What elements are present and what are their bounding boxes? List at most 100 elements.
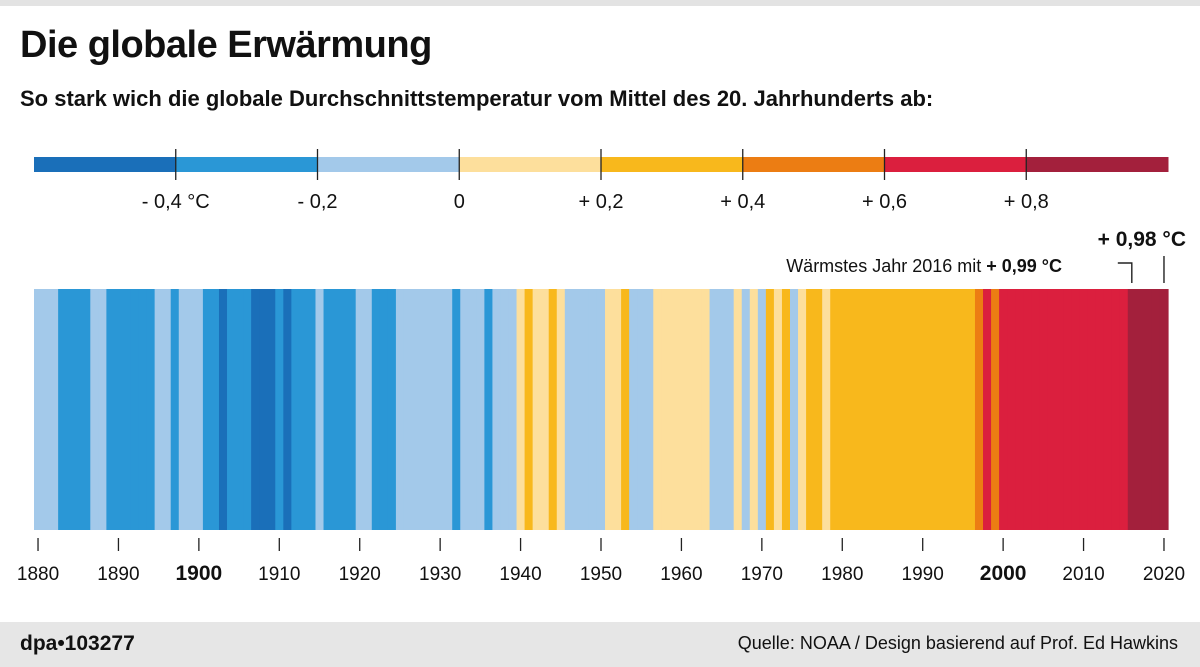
stripe-1921 xyxy=(363,289,373,530)
stripe-1927 xyxy=(412,289,421,530)
annotation-warmest-year: Wärmstes Jahr 2016 mit + 0,99 °C xyxy=(786,256,1062,276)
footer: dpa•103277 Quelle: NOAA / Design basiere… xyxy=(0,622,1200,667)
stripe-1979 xyxy=(830,289,839,530)
stripe-1914 xyxy=(307,289,317,530)
x-tick-label: 1910 xyxy=(258,564,300,585)
stripe-2009 xyxy=(1071,289,1081,530)
stripe-2000 xyxy=(999,289,1008,530)
stripe-1988 xyxy=(902,289,912,530)
stripe-1986 xyxy=(886,289,896,530)
stripe-1984 xyxy=(870,289,880,530)
annotation-line-2016 xyxy=(1117,262,1133,283)
stripe-1916 xyxy=(323,289,333,530)
stripe-1928 xyxy=(420,289,429,530)
stripe-2013 xyxy=(1103,289,1113,530)
x-tick-label: 1930 xyxy=(419,564,461,585)
stripe-1915 xyxy=(315,289,325,530)
chart-title: Die globale Erwärmung xyxy=(20,24,432,66)
stripe-2002 xyxy=(1015,289,1024,530)
stripe-1991 xyxy=(926,289,936,530)
stripe-2011 xyxy=(1087,289,1097,530)
stripe-1939 xyxy=(508,289,518,530)
legend-segment xyxy=(175,157,318,172)
legend-tick-label: + 0,8 xyxy=(1004,191,1049,213)
stripe-1931 xyxy=(444,289,453,530)
legend-segment xyxy=(742,157,885,172)
stripe-1902 xyxy=(210,289,220,530)
stripe-2005 xyxy=(1039,289,1048,530)
stripe-1919 xyxy=(347,289,357,530)
stripe-1920 xyxy=(355,289,365,530)
stripe-2012 xyxy=(1095,289,1105,530)
stripe-1938 xyxy=(500,289,510,530)
stripe-1881 xyxy=(42,289,51,530)
stripe-1976 xyxy=(806,289,815,530)
stripe-1929 xyxy=(428,289,437,530)
annotation-latest-value: + 0,98 °C xyxy=(1098,228,1186,251)
stripe-1903 xyxy=(218,289,228,530)
stripe-1960 xyxy=(677,289,687,530)
stripe-1981 xyxy=(846,289,855,530)
stripe-1970 xyxy=(757,289,767,530)
legend-tick-label: + 0,2 xyxy=(578,191,623,213)
stripe-1955 xyxy=(637,289,646,530)
chart-subtitle: So stark wich die globale Durchschnittst… xyxy=(20,86,934,111)
legend-tick-label: + 0,4 xyxy=(720,191,765,213)
stripe-1913 xyxy=(299,289,309,530)
stripe-1969 xyxy=(749,289,759,530)
stripe-1973 xyxy=(781,289,791,530)
stripe-1997 xyxy=(974,289,984,530)
stripe-2018 xyxy=(1143,289,1153,530)
annotation-warmest-prefix: Wärmstes Jahr 2016 mit xyxy=(786,256,981,276)
x-tick-label: 1900 xyxy=(176,562,223,585)
stripe-1918 xyxy=(339,289,349,530)
stripe-1882 xyxy=(50,289,59,530)
stripe-1898 xyxy=(178,289,188,530)
x-tick-label: 1980 xyxy=(821,564,863,585)
stripe-1884 xyxy=(66,289,75,530)
stripe-2001 xyxy=(1007,289,1016,530)
stripe-1900 xyxy=(194,289,204,530)
stripe-1978 xyxy=(822,289,831,530)
x-tick-label: 1990 xyxy=(902,564,944,585)
stripe-1930 xyxy=(436,289,445,530)
stripe-1947 xyxy=(572,289,582,530)
stripe-1935 xyxy=(476,289,485,530)
stripe-1940 xyxy=(516,289,526,530)
x-tick-label: 1890 xyxy=(97,564,139,585)
stripe-1943 xyxy=(540,289,550,530)
temperature-stripes xyxy=(34,289,1169,530)
x-tick-label: 1960 xyxy=(660,564,702,585)
x-tick-label: 1950 xyxy=(580,564,622,585)
legend-tick-label: 0 xyxy=(454,191,465,213)
x-tick-label: 1940 xyxy=(499,564,541,585)
legend-tick-label: - 0,2 xyxy=(297,191,337,213)
stripe-2006 xyxy=(1047,289,1057,530)
stripe-1954 xyxy=(629,289,638,530)
stripe-1962 xyxy=(693,289,703,530)
stripe-1904 xyxy=(227,289,236,530)
stripe-1899 xyxy=(186,289,196,530)
legend-segment xyxy=(601,157,744,172)
stripe-1975 xyxy=(798,289,807,530)
stripe-1999 xyxy=(991,289,1000,530)
x-tick-label: 2000 xyxy=(980,562,1027,585)
stripe-2010 xyxy=(1079,289,1089,530)
legend-tick-label: - 0,4 °C xyxy=(142,191,210,213)
stripe-1993 xyxy=(942,289,952,530)
stripe-1950 xyxy=(596,289,606,530)
stripe-1949 xyxy=(588,289,598,530)
stripe-1880 xyxy=(34,289,43,530)
stripe-1885 xyxy=(74,289,83,530)
stripe-2015 xyxy=(1119,289,1129,530)
stripe-2020 xyxy=(1159,289,1169,530)
stripe-1982 xyxy=(854,289,863,530)
stripe-1945 xyxy=(556,289,566,530)
stripe-1889 xyxy=(106,289,116,530)
stripe-1967 xyxy=(733,289,743,530)
stripe-1965 xyxy=(717,289,727,530)
legend-segment xyxy=(34,157,177,172)
stripe-1996 xyxy=(966,289,976,530)
stripe-1941 xyxy=(524,289,534,530)
stripe-1886 xyxy=(82,289,91,530)
